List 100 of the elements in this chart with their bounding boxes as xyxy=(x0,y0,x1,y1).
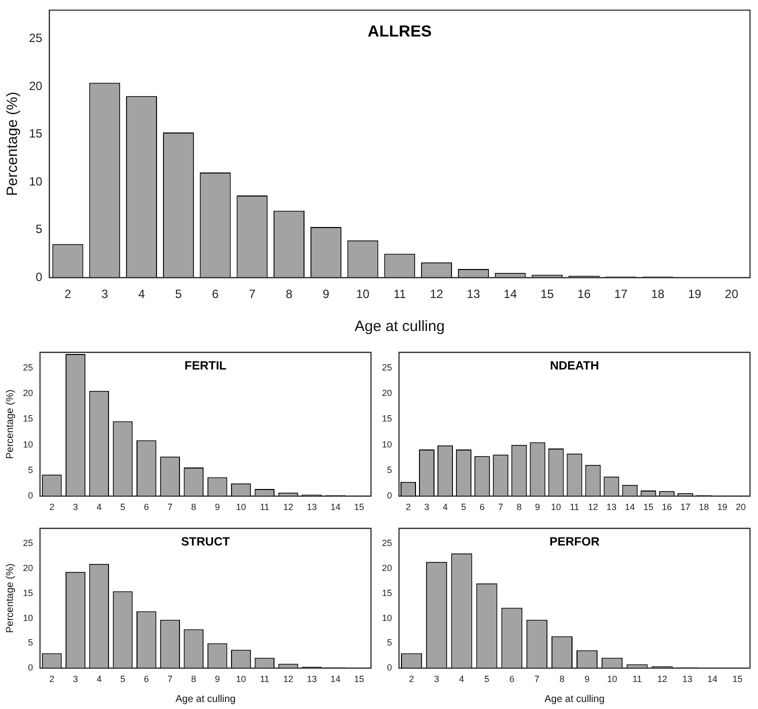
x-tick-label: 14 xyxy=(330,674,341,684)
x-tick-label: 8 xyxy=(286,287,293,302)
x-tick-label: 5 xyxy=(120,674,126,684)
x-tick-label: 2 xyxy=(409,674,414,684)
y-tick-label: 5 xyxy=(36,222,43,236)
x-tick-label: 10 xyxy=(356,287,370,302)
x-axis-title: Age at culling xyxy=(354,318,445,336)
x-tick-label: 12 xyxy=(283,502,294,512)
x-tick-label: 7 xyxy=(168,674,173,684)
x-tick-label: 13 xyxy=(466,287,480,302)
x-tick-label: 2 xyxy=(49,674,54,684)
y-tick-label: 25 xyxy=(382,362,392,372)
x-tick-label: 19 xyxy=(717,502,728,512)
x-tick-label: 15 xyxy=(643,502,654,512)
x-tick-label: 11 xyxy=(260,502,270,512)
y-tick-label: 0 xyxy=(386,490,392,501)
x-tick-label: 13 xyxy=(606,502,616,512)
x-tick-label: 20 xyxy=(724,287,739,302)
y-axis-title: Percentage (%) xyxy=(4,92,22,196)
x-tick-label: 8 xyxy=(191,674,196,684)
x-tick-label: 7 xyxy=(248,287,256,302)
x-tick-label: 6 xyxy=(144,502,149,512)
x-tick-label: 17 xyxy=(680,502,690,512)
y-tick-label: 15 xyxy=(382,588,392,598)
y-tick-label: 25 xyxy=(22,362,34,372)
y-tick-label: 25 xyxy=(28,31,43,46)
x-tick-label: 7 xyxy=(534,674,540,684)
y-tick-label: 20 xyxy=(382,562,392,573)
x-tick-label: 17 xyxy=(614,287,628,302)
x-axis-title: Age at culling xyxy=(175,694,236,705)
x-tick-label: 14 xyxy=(624,502,635,512)
x-tick-label: 6 xyxy=(144,674,149,684)
x-tick-label: 9 xyxy=(322,287,330,302)
y-tick-label: 20 xyxy=(22,388,34,398)
x-tick-label: 9 xyxy=(214,674,220,684)
x-tick-label: 12 xyxy=(283,674,294,684)
text: STRUCT xyxy=(181,534,230,549)
x-tick-label: 6 xyxy=(212,287,219,302)
y-axis-title: Percentage (%) xyxy=(4,564,16,634)
x-tick-label: 15 xyxy=(354,674,364,684)
x-tick-label: 8 xyxy=(559,674,564,684)
x-tick-label: 10 xyxy=(551,502,562,512)
y-axis-title: Percentage (%) xyxy=(4,390,16,460)
y-tick-label: 10 xyxy=(382,439,392,450)
x-tick-label: 4 xyxy=(138,287,146,302)
y-tick-label: 20 xyxy=(22,562,34,573)
x-tick-label: 15 xyxy=(732,674,742,684)
x-tick-label: 18 xyxy=(698,502,709,512)
x-tick-label: 19 xyxy=(688,287,702,302)
x-tick-label: 7 xyxy=(168,502,173,512)
x-tick-label: 9 xyxy=(535,502,540,512)
x-tick-label: 11 xyxy=(632,674,642,684)
y-tick-label: 0 xyxy=(386,662,392,673)
y-tick-label: 15 xyxy=(28,126,43,141)
x-tick-label: 13 xyxy=(306,674,317,684)
y-tick-label: 5 xyxy=(386,638,392,648)
y-tick-label: 25 xyxy=(382,538,392,548)
x-tick-label: 14 xyxy=(504,287,518,302)
x-tick-label: 16 xyxy=(577,287,592,302)
y-tick-label: 20 xyxy=(382,388,392,398)
x-tick-label: 11 xyxy=(570,502,580,512)
text: ALLRES xyxy=(368,24,432,41)
x-tick-label: 18 xyxy=(651,287,665,302)
x-tick-label: 13 xyxy=(306,502,317,512)
y-tick-label: 10 xyxy=(22,612,34,623)
y-tick-label: 25 xyxy=(22,538,34,548)
x-tick-label: 4 xyxy=(96,502,102,512)
x-tick-label: 4 xyxy=(442,502,448,512)
y-tick-label: 10 xyxy=(382,612,392,623)
y-tick-label: 0 xyxy=(36,270,43,284)
y-tick-label: 15 xyxy=(382,414,392,424)
x-tick-label: 4 xyxy=(459,674,464,684)
x-tick-label: 7 xyxy=(498,502,504,512)
x-tick-label: 9 xyxy=(584,674,590,684)
x-tick-label: 3 xyxy=(434,674,440,684)
x-tick-label: 6 xyxy=(480,502,485,512)
x-tick-label: 16 xyxy=(662,502,672,512)
y-tick-label: 5 xyxy=(28,638,34,648)
x-tick-label: 10 xyxy=(607,674,618,684)
y-tick-label: 5 xyxy=(386,465,392,476)
y-tick-label: 15 xyxy=(22,588,34,598)
text: FERTIL xyxy=(184,358,227,373)
text: PERFOR xyxy=(550,534,600,549)
x-tick-label: 15 xyxy=(540,287,554,302)
x-axis-title: Age at culling xyxy=(544,694,605,705)
text: NDEATH xyxy=(550,358,600,373)
y-tick-label: 15 xyxy=(22,414,34,424)
y-tick-label: 5 xyxy=(28,465,34,476)
x-tick-label: 3 xyxy=(72,674,78,684)
x-tick-label: 20 xyxy=(736,502,746,512)
x-tick-label: 10 xyxy=(236,502,246,512)
x-tick-label: 6 xyxy=(509,674,514,684)
x-tick-label: 5 xyxy=(120,502,126,512)
y-tick-label: 10 xyxy=(22,439,34,450)
x-tick-label: 9 xyxy=(214,502,220,512)
x-tick-label: 5 xyxy=(484,674,490,684)
x-tick-label: 12 xyxy=(430,287,444,302)
x-tick-label: 3 xyxy=(72,502,78,512)
x-tick-label: 11 xyxy=(260,674,270,684)
x-tick-label: 3 xyxy=(101,287,108,302)
